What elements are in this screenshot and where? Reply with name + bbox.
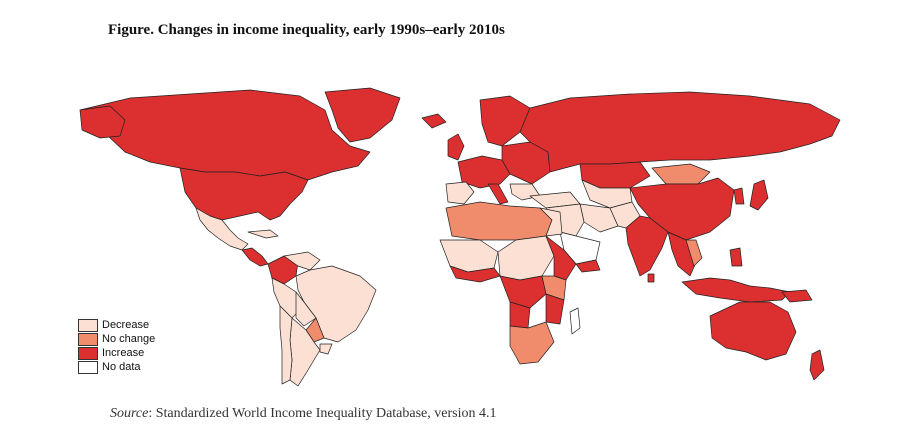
source-note: Source: Standardized World Income Inequa…: [110, 406, 496, 422]
region-congo: [499, 275, 547, 309]
region-central-america: [241, 247, 269, 267]
world-map: [79, 87, 841, 387]
region-egypt: [539, 207, 563, 237]
region-china: [629, 177, 735, 241]
legend-label: No data: [102, 361, 141, 373]
legend-label: No change: [102, 333, 156, 345]
legend-item-no-change: No change: [78, 332, 155, 346]
region-mozambique: [545, 293, 565, 325]
legend-swatch-increase: [78, 346, 98, 360]
region-mongolia: [651, 163, 711, 185]
region-north-africa: [445, 201, 553, 241]
region-chile: [279, 305, 293, 385]
region-scandinavia: [479, 95, 531, 147]
region-india: [625, 215, 669, 277]
region-japan: [749, 179, 769, 211]
legend-item-increase: Increase: [78, 346, 155, 360]
source-label: Source: [110, 406, 149, 421]
region-mexico: [195, 207, 249, 251]
region-uruguay: [319, 343, 333, 355]
region-vietnam: [685, 239, 703, 267]
region-australia: [709, 301, 797, 361]
legend-label: Decrease: [102, 319, 150, 331]
legend-swatch-no-data: [78, 360, 98, 374]
region-iceland: [421, 113, 447, 129]
region-yemen: [575, 259, 601, 273]
legend-label: Increase: [102, 347, 145, 359]
region-korea: [733, 187, 745, 205]
region-iberia: [445, 181, 475, 205]
region-southern-africa: [509, 321, 555, 365]
legend-item-no-data: No data: [78, 360, 155, 374]
region-indonesia: [681, 277, 791, 303]
region-russia: [519, 91, 841, 173]
region-bolivia: [295, 291, 317, 327]
region-sri-lanka: [647, 273, 655, 283]
region-venezuela: [283, 251, 321, 271]
region-uk: [447, 133, 465, 161]
source-text: : Standardized World Income Inequality D…: [148, 406, 497, 421]
region-canada: [79, 89, 371, 181]
region-cuba: [247, 229, 279, 239]
region-tanzania: [541, 275, 567, 301]
region-madagascar: [569, 307, 581, 335]
legend-item-decrease: Decrease: [78, 318, 155, 332]
region-italy: [487, 183, 509, 205]
region-west-africa: [439, 239, 499, 273]
legend-swatch-decrease: [78, 318, 98, 332]
region-alaska: [79, 105, 126, 139]
region-central-africa: [497, 235, 555, 281]
region-philippines: [729, 247, 743, 267]
region-papua: [781, 289, 813, 303]
region-greenland: [324, 87, 401, 143]
figure-title: Figure. Changes in income inequality, ea…: [108, 22, 505, 38]
legend-swatch-no-change: [78, 332, 98, 346]
map-legend: Decrease No change Increase No data: [78, 318, 155, 374]
region-new-zealand: [809, 349, 825, 381]
